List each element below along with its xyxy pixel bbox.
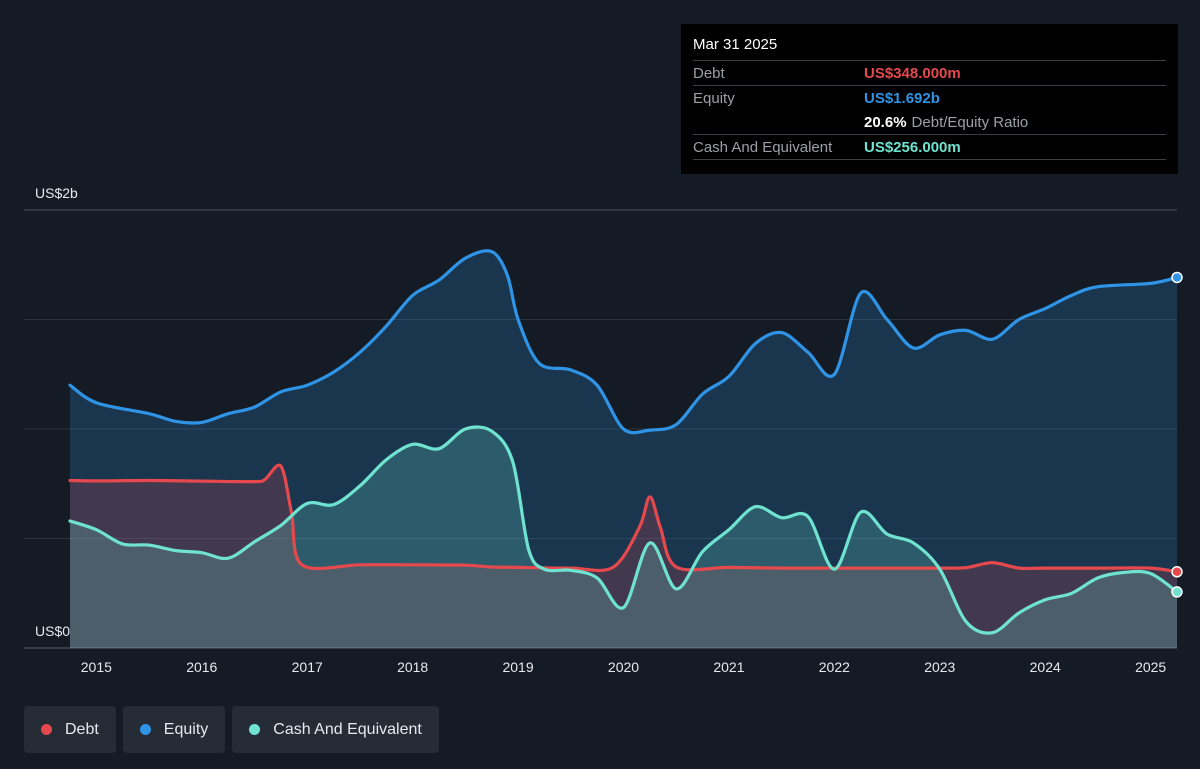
- chart-legend: Debt Equity Cash And Equivalent: [24, 706, 439, 753]
- tooltip-cash-value: US$256.000m: [864, 138, 961, 156]
- y-axis-bottom-label: US$0: [35, 623, 70, 639]
- legend-equity-label: Equity: [163, 720, 209, 738]
- tooltip-ratio-row: 20.6% Debt/Equity Ratio: [693, 110, 1166, 134]
- x-tick-label: 2015: [81, 659, 112, 675]
- x-tick-label: 2024: [1030, 659, 1061, 675]
- x-tick-label: 2025: [1135, 659, 1166, 675]
- debt-end-point: [1171, 566, 1183, 578]
- x-tick-label: 2018: [397, 659, 428, 675]
- legend-cash-label: Cash And Equivalent: [273, 720, 422, 738]
- tooltip-debt-row: Debt US$348.000m: [693, 60, 1166, 85]
- tooltip-panel: Mar 31 2025 Debt US$348.000m Equity US$1…: [681, 24, 1178, 174]
- cash-line: [68, 425, 1179, 635]
- series-areas: [70, 250, 1177, 648]
- equity-end-point: [1171, 271, 1183, 284]
- tooltip-equity-value: US$1.692b: [864, 89, 940, 107]
- tooltip-date: Mar 31 2025: [693, 36, 778, 53]
- legend-debt-label: Debt: [65, 720, 99, 738]
- x-tick-label: 2016: [186, 659, 217, 675]
- equity-dot-icon: [139, 724, 151, 735]
- x-tick-label: 2022: [819, 659, 850, 675]
- debt-dot-icon: [41, 724, 52, 735]
- tooltip-ratio-value: 20.6%: [864, 113, 907, 131]
- y-axis-top-label: US$2b: [35, 185, 78, 201]
- cash-area: [70, 427, 1177, 648]
- debt-line: [68, 463, 1179, 574]
- legend-item-cash[interactable]: Cash And Equivalent: [232, 706, 439, 753]
- equity-area: [70, 250, 1177, 648]
- tooltip-equity-row: Equity US$1.692b: [693, 85, 1166, 110]
- grid-lines: [24, 209, 1177, 649]
- x-tick-label: 2017: [292, 659, 323, 675]
- x-axis-ticks: 2015 2016 2017 2018 2019 2020 2021 2022 2023 2024…: [81, 659, 1167, 675]
- x-tick-label: 2020: [608, 659, 639, 675]
- tooltip-equity-label: Equity: [693, 89, 735, 107]
- tooltip-debt-value: US$348.000m: [864, 64, 961, 82]
- legend-item-equity[interactable]: Equity: [122, 706, 226, 753]
- tooltip-debt-label: Debt: [693, 64, 725, 82]
- equity-line: [68, 249, 1179, 435]
- cash-dot-icon: [249, 724, 261, 735]
- tooltip-ratio-label: Debt/Equity Ratio: [911, 113, 1029, 131]
- x-tick-label: 2023: [924, 659, 955, 675]
- tooltip-cash-label: Cash And Equivalent: [693, 138, 833, 156]
- legend-item-debt[interactable]: Debt: [24, 706, 116, 753]
- tooltip-cash-row: Cash And Equivalent US$256.000m: [693, 134, 1166, 160]
- series-lines: [68, 249, 1179, 635]
- series-endpoints: [1171, 271, 1183, 598]
- x-tick-label: 2019: [502, 659, 533, 675]
- cash-end-point: [1171, 586, 1183, 598]
- x-tick-label: 2021: [713, 659, 744, 675]
